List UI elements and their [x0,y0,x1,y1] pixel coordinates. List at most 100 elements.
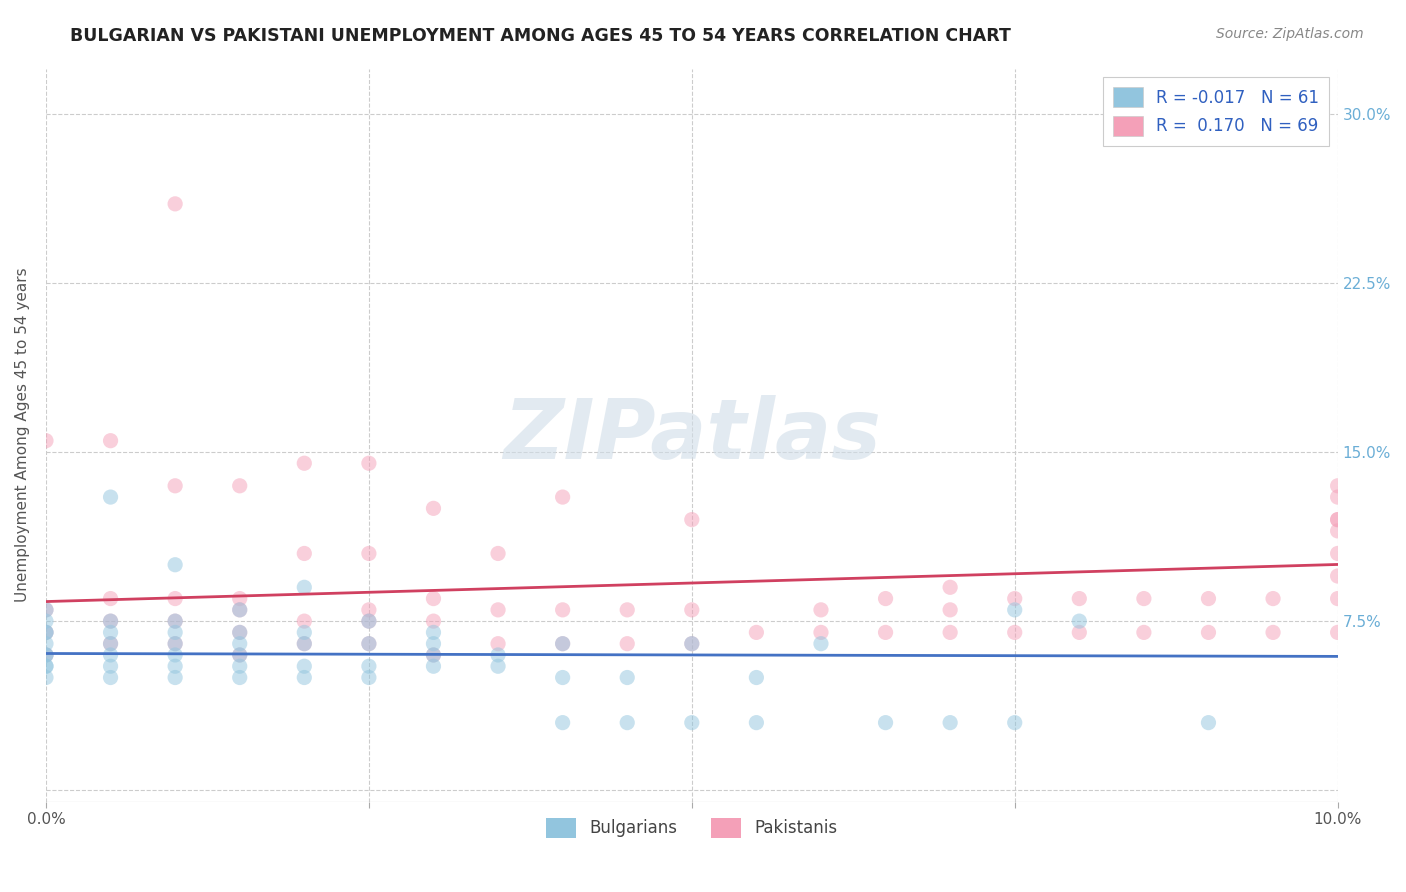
Point [1326,513,1348,527]
Point [1004,715,1026,730]
Point [357,614,380,628]
Point [165,479,187,493]
Point [357,546,380,560]
Point [551,603,574,617]
Point [681,637,703,651]
Point [422,637,444,651]
Text: ZIPatlas: ZIPatlas [503,394,880,475]
Point [422,614,444,628]
Point [1004,591,1026,606]
Point [165,591,187,606]
Point [228,625,250,640]
Point [292,614,315,628]
Point [681,715,703,730]
Point [165,671,187,685]
Point [292,546,315,560]
Point [100,614,122,628]
Point [165,614,187,628]
Point [1198,625,1220,640]
Point [810,603,832,617]
Point [165,614,187,628]
Point [745,625,768,640]
Point [1326,569,1348,583]
Point [35,434,58,448]
Point [810,625,832,640]
Point [35,603,58,617]
Point [875,715,897,730]
Point [35,603,58,617]
Point [100,614,122,628]
Point [939,603,962,617]
Point [486,648,509,662]
Legend: Bulgarians, Pakistanis: Bulgarians, Pakistanis [540,811,844,845]
Point [292,637,315,651]
Point [35,659,58,673]
Point [745,671,768,685]
Point [551,637,574,651]
Point [486,659,509,673]
Point [35,614,58,628]
Point [939,625,962,640]
Point [35,625,58,640]
Point [228,671,250,685]
Point [1004,625,1026,640]
Point [551,671,574,685]
Point [681,603,703,617]
Point [165,648,187,662]
Point [875,591,897,606]
Point [228,648,250,662]
Point [1326,524,1348,538]
Point [357,671,380,685]
Point [228,591,250,606]
Point [551,715,574,730]
Point [165,637,187,651]
Point [292,625,315,640]
Point [1261,591,1284,606]
Point [228,648,250,662]
Point [422,625,444,640]
Point [616,637,638,651]
Point [357,603,380,617]
Point [228,603,250,617]
Point [486,603,509,617]
Point [1326,490,1348,504]
Point [35,671,58,685]
Point [228,637,250,651]
Point [616,671,638,685]
Point [681,513,703,527]
Point [35,625,58,640]
Point [357,637,380,651]
Point [486,637,509,651]
Point [357,614,380,628]
Point [100,434,122,448]
Point [1261,625,1284,640]
Point [1326,591,1348,606]
Point [422,648,444,662]
Point [165,659,187,673]
Point [939,715,962,730]
Point [1326,513,1348,527]
Point [165,625,187,640]
Point [165,197,187,211]
Text: Source: ZipAtlas.com: Source: ZipAtlas.com [1216,27,1364,41]
Point [357,637,380,651]
Y-axis label: Unemployment Among Ages 45 to 54 years: Unemployment Among Ages 45 to 54 years [15,268,30,602]
Point [228,659,250,673]
Point [165,637,187,651]
Point [486,546,509,560]
Point [35,648,58,662]
Point [616,715,638,730]
Point [292,671,315,685]
Point [616,603,638,617]
Point [1326,546,1348,560]
Point [35,648,58,662]
Point [292,637,315,651]
Point [100,490,122,504]
Point [357,659,380,673]
Point [1069,591,1091,606]
Point [292,456,315,470]
Point [875,625,897,640]
Point [422,591,444,606]
Point [35,637,58,651]
Point [100,648,122,662]
